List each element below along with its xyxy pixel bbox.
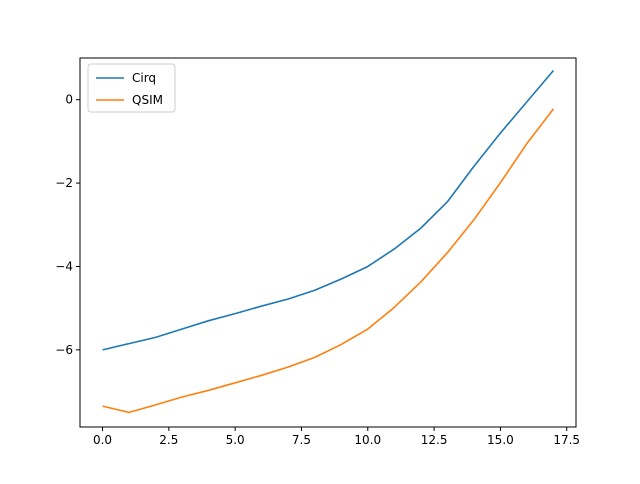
series-line-cirq bbox=[102, 69, 555, 351]
x-axis-ticks: 0.0 2.5 5.0 7.5 10.0 12.5 15.0 17.5 bbox=[93, 427, 580, 447]
x-tick-label: 2.5 bbox=[159, 433, 178, 447]
y-tick-label: −2 bbox=[55, 176, 73, 190]
y-tick-label: −4 bbox=[55, 259, 73, 273]
y-tick-label: −6 bbox=[55, 343, 73, 357]
y-axis-ticks: −6 −4 −2 0 bbox=[55, 93, 80, 357]
x-tick-label: 7.5 bbox=[292, 433, 311, 447]
x-tick-label: 0.0 bbox=[93, 433, 112, 447]
x-tick-label: 10.0 bbox=[354, 433, 381, 447]
plot-area-frame bbox=[79, 57, 577, 428]
y-tick-label: 0 bbox=[65, 93, 73, 107]
x-tick-label: 5.0 bbox=[226, 433, 245, 447]
legend-label-cirq: Cirq bbox=[132, 71, 156, 85]
x-tick-label: 12.5 bbox=[421, 433, 448, 447]
legend-label-qsim: QSIM bbox=[132, 93, 163, 107]
series-layer bbox=[102, 69, 555, 414]
legend: Cirq QSIM bbox=[87, 63, 176, 113]
x-tick-label: 15.0 bbox=[487, 433, 514, 447]
series-line-qsim bbox=[102, 108, 555, 414]
x-tick-label: 17.5 bbox=[553, 433, 580, 447]
